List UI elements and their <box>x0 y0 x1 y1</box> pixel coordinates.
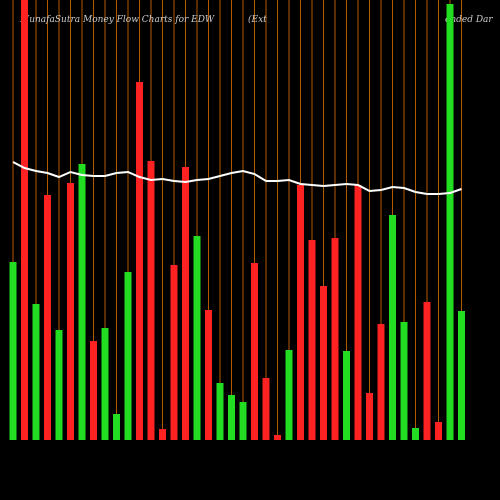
bar <box>251 263 258 440</box>
bar <box>377 324 385 440</box>
bar <box>354 185 362 440</box>
bar <box>366 393 373 440</box>
bar <box>21 0 28 440</box>
bar <box>458 311 465 440</box>
bar <box>44 195 51 440</box>
bar <box>9 262 17 440</box>
bar <box>193 236 201 440</box>
bar <box>389 215 396 440</box>
chart-title: MunafaSutra Money Flow Charts for EDW <box>19 15 215 25</box>
bar <box>412 428 419 440</box>
bar <box>228 395 235 440</box>
bar <box>113 414 120 440</box>
bar <box>101 328 109 440</box>
bar <box>55 330 63 440</box>
bar <box>400 322 408 440</box>
bar <box>136 82 143 440</box>
bar <box>124 272 132 440</box>
bar <box>446 4 454 440</box>
bar <box>435 422 442 440</box>
money-flow-line <box>12 161 462 195</box>
bar <box>320 286 327 440</box>
chart-title: ended Dar <box>445 15 493 25</box>
bar <box>90 341 97 440</box>
bar <box>423 302 431 440</box>
bar <box>308 240 316 440</box>
bar <box>147 161 155 440</box>
bar <box>78 164 86 440</box>
bar <box>182 167 189 440</box>
bar <box>262 378 270 440</box>
bar <box>239 402 247 440</box>
bar <box>274 435 281 440</box>
bar <box>67 183 74 440</box>
bar <box>285 350 293 440</box>
chart-title: (Ext <box>248 14 267 25</box>
bar <box>297 185 304 440</box>
bar <box>32 304 40 440</box>
bar <box>170 265 178 440</box>
bar <box>343 351 350 440</box>
bar <box>159 429 166 440</box>
bar <box>331 238 339 440</box>
bar <box>205 310 212 440</box>
bar <box>216 383 224 440</box>
